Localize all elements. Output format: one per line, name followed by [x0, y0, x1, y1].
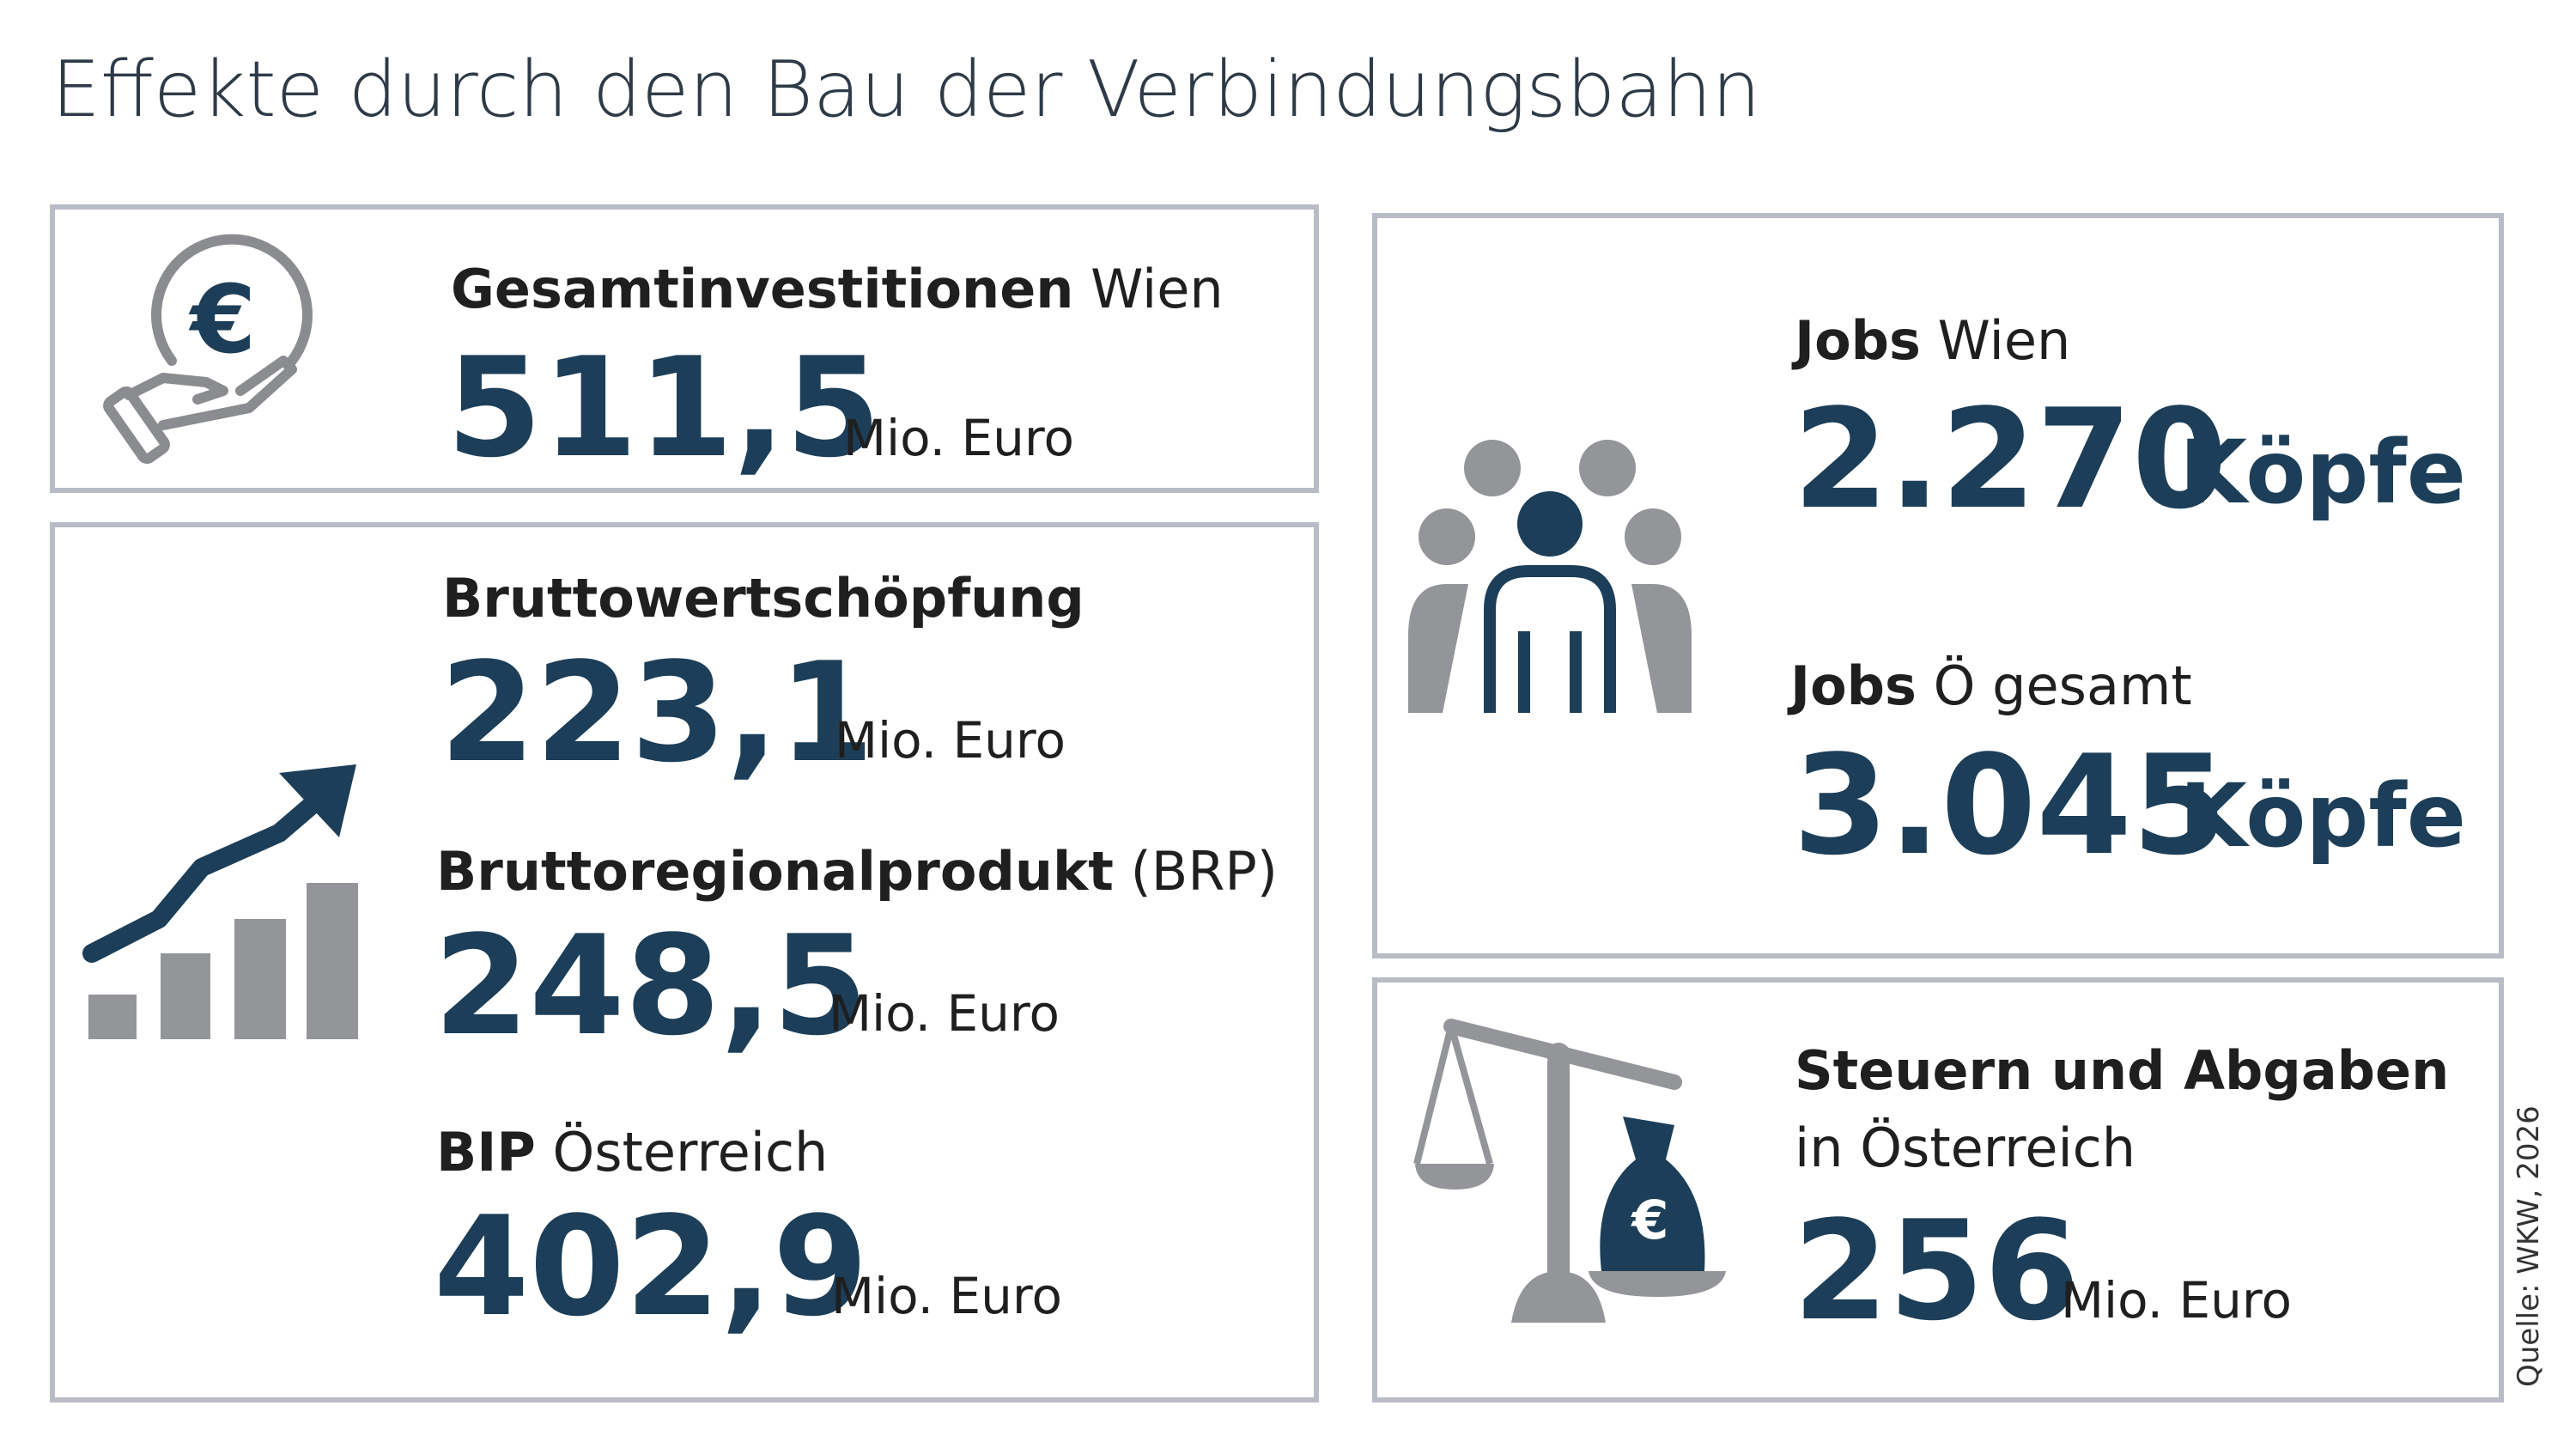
- growth-chart-icon: [82, 764, 358, 1039]
- jobs-oe-label: Jobs Ö gesamt: [1790, 654, 2192, 717]
- source-note: Quelle: WKW, 2026: [2512, 1105, 2546, 1387]
- brp-unit: Mio. Euro: [829, 984, 1060, 1043]
- investment-card: [50, 204, 1319, 493]
- svg-text:€: €: [1630, 1189, 1668, 1251]
- jobs-oe-value: 3.045: [1793, 725, 2228, 885]
- investment-value: 511,5: [447, 327, 882, 488]
- tax-unit: Mio. Euro: [2061, 1271, 2292, 1330]
- brp-value: 248,5: [434, 905, 869, 1066]
- bip-label: BIP Österreich: [436, 1121, 829, 1184]
- scale-money-bag-icon: €: [1413, 1019, 1726, 1323]
- investment-unit: Mio. Euro: [843, 409, 1074, 467]
- jobs-card: [1372, 213, 2504, 958]
- people-group-icon: [1408, 440, 1692, 713]
- investment-label: Gesamtinvestitionen Wien: [451, 258, 1224, 320]
- tax-label: Steuern und Abgaben: [1795, 1039, 2450, 1102]
- bws-value: 223,1: [440, 632, 875, 793]
- brp-label: Bruttoregionalprodukt (BRP): [436, 840, 1278, 903]
- jobs-wien-unit: Köpfe: [2179, 422, 2466, 524]
- bws-unit: Mio. Euro: [835, 711, 1066, 770]
- jobs-oe-unit: Köpfe: [2179, 765, 2466, 867]
- euro-coin-hand-icon: €: [103, 234, 313, 465]
- tax-label-line2: in Österreich: [1795, 1117, 2136, 1179]
- svg-text:€: €: [188, 265, 257, 374]
- bip-unit: Mio. Euro: [831, 1267, 1062, 1325]
- bip-value: 402,9: [434, 1186, 869, 1347]
- tax-value: 256: [1793, 1190, 2080, 1351]
- jobs-wien-label: Jobs Wien: [1795, 309, 2071, 372]
- bws-label: Bruttowertschöpfung: [442, 567, 1084, 630]
- page-title: Effekte durch den Bau der Verbindungsbah…: [52, 45, 1761, 135]
- jobs-wien-value: 2.270: [1793, 379, 2228, 539]
